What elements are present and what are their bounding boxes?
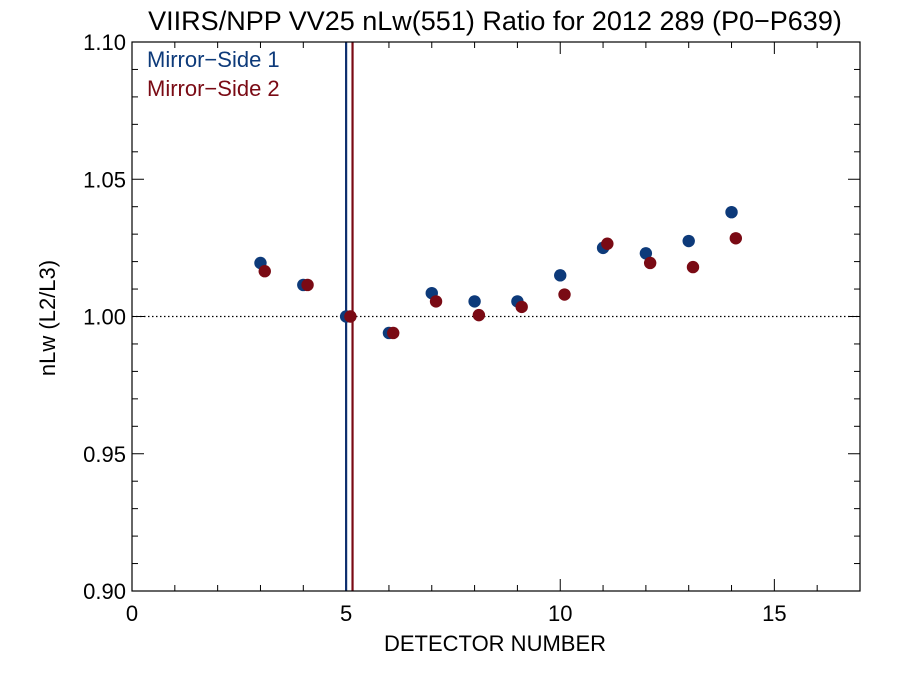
y-tick-label: 0.95 <box>83 442 126 467</box>
chart-title: VIIRS/NPP VV25 nLw(551) Ratio for 2012 2… <box>148 6 842 36</box>
data-point-mirror-side-1 <box>725 205 738 219</box>
x-axis-label: DETECTOR NUMBER <box>384 631 606 656</box>
reference-lines <box>132 42 860 591</box>
legend: Mirror−Side 1 Mirror−Side 2 <box>147 47 280 101</box>
legend-entry-mirror-side-2: Mirror−Side 2 <box>147 76 280 101</box>
y-tick-label: 1.00 <box>83 305 126 330</box>
data-point-mirror-side-2 <box>472 308 486 322</box>
data-point-mirror-side-2 <box>344 310 357 323</box>
x-tick-label: 10 <box>548 601 572 626</box>
data-point-mirror-side-2 <box>258 265 271 278</box>
data-point-mirror-side-2 <box>643 256 657 270</box>
y-tick-label: 0.90 <box>83 579 126 604</box>
data-point-mirror-side-2 <box>601 237 614 250</box>
data-point-mirror-side-2 <box>429 295 443 308</box>
data-point-mirror-side-1 <box>682 234 695 248</box>
data-point-mirror-side-2 <box>729 232 743 245</box>
data-point-mirror-side-2 <box>515 300 528 314</box>
data-points <box>254 205 743 340</box>
data-point-mirror-side-1 <box>639 247 653 260</box>
data-point-mirror-side-2 <box>686 260 700 274</box>
data-point-mirror-side-2 <box>558 288 571 301</box>
data-point-mirror-side-2 <box>387 326 400 340</box>
y-tick-label: 1.10 <box>83 30 126 55</box>
plot-frame <box>131 41 861 592</box>
x-tick-label: 15 <box>762 601 786 626</box>
data-point-mirror-side-2 <box>301 278 314 292</box>
x-tick-label: 0 <box>126 601 138 626</box>
y-tick-label: 1.05 <box>83 167 126 192</box>
x-tick-label: 5 <box>340 601 352 626</box>
data-point-mirror-side-1 <box>468 295 481 308</box>
data-point-mirror-side-1 <box>554 269 567 282</box>
legend-entry-mirror-side-1: Mirror−Side 1 <box>147 47 280 72</box>
ticks-layer: 0 5 10 15 0.90 0.95 1.00 1.05 1.10 <box>83 30 861 626</box>
y-axis-label: nLw (L2/L3) <box>35 260 60 376</box>
